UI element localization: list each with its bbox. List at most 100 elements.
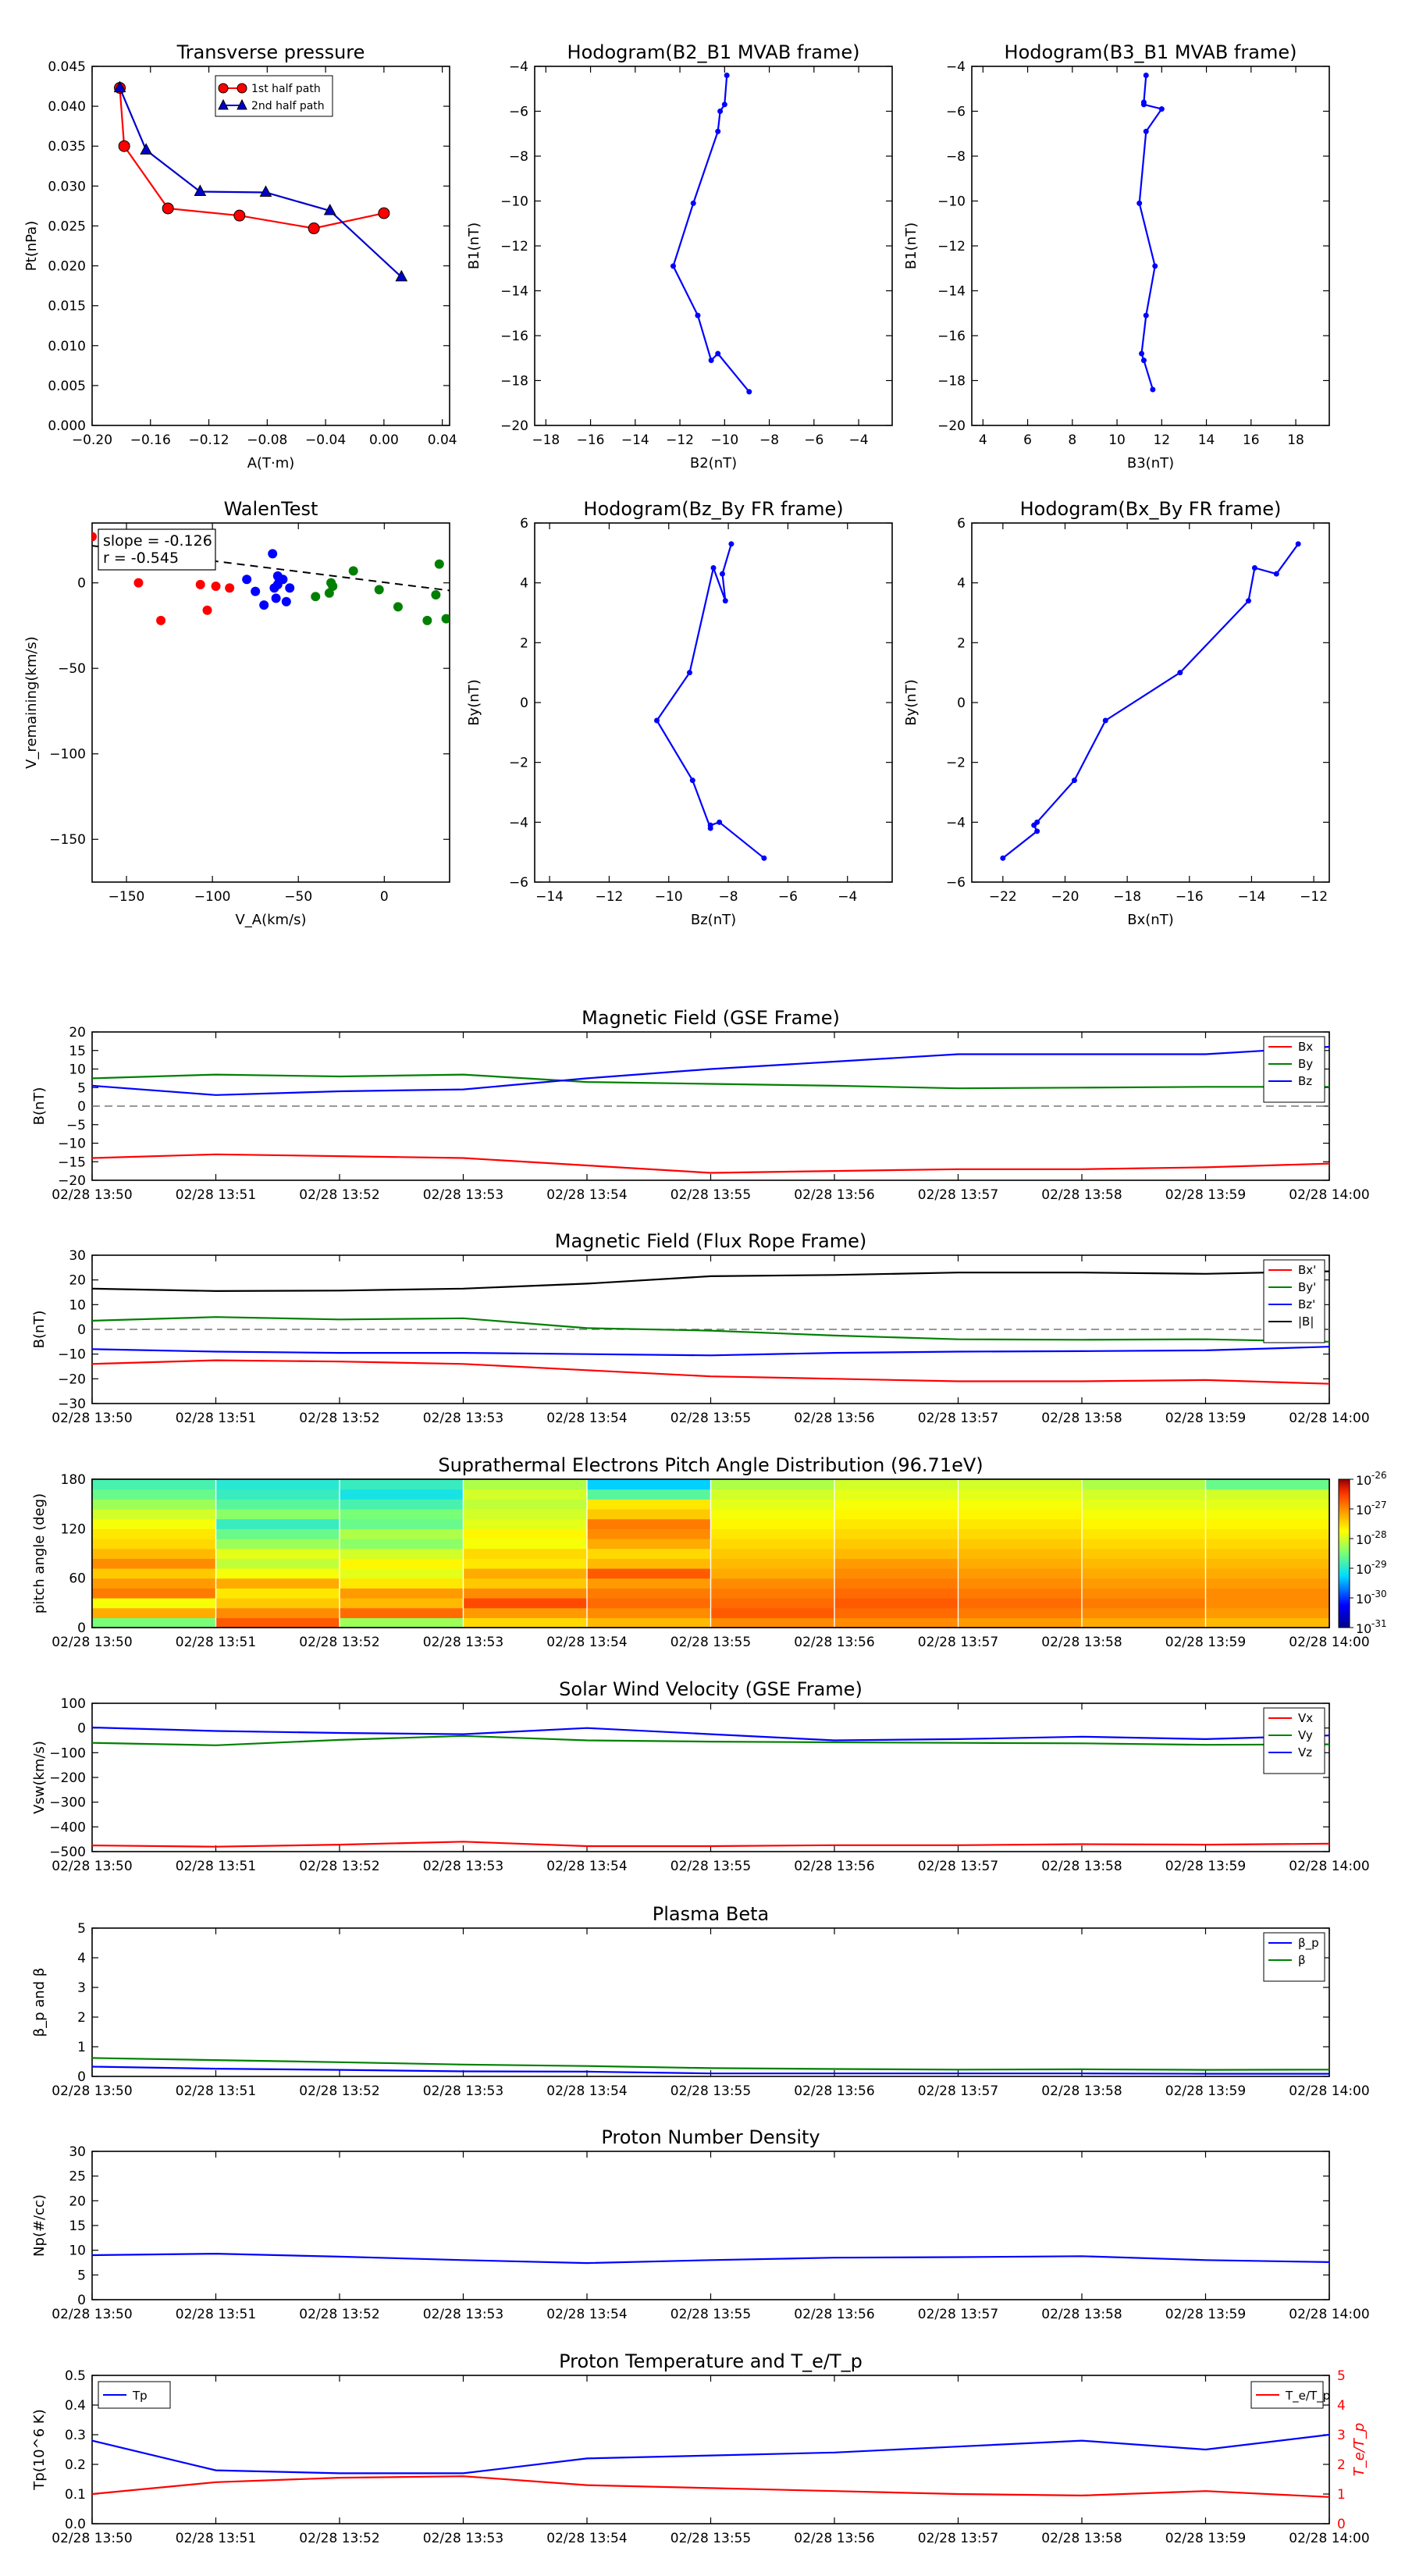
x-tick-label: −14 bbox=[1237, 889, 1265, 905]
heatmap-cell bbox=[340, 1489, 464, 1500]
x-tick-label: 14 bbox=[1198, 432, 1215, 448]
x-tick-label: 6 bbox=[1023, 432, 1032, 448]
y-tick-label: 2 bbox=[77, 2010, 86, 2026]
x-tick-label: 02/28 13:50 bbox=[52, 1411, 132, 1426]
heatmap-cell bbox=[215, 1509, 340, 1520]
y-tick-label: −300 bbox=[49, 1795, 86, 1811]
heatmap-cell bbox=[215, 1518, 340, 1529]
x-tick-label: −0.12 bbox=[188, 432, 229, 448]
x-tick-label: 02/28 13:57 bbox=[918, 1635, 998, 1650]
x-tick-label: −14 bbox=[621, 432, 649, 448]
y-tick-label: 5 bbox=[77, 2268, 86, 2283]
x-tick-label: 02/28 13:58 bbox=[1041, 2307, 1122, 2322]
heatmap-cell bbox=[834, 1568, 959, 1579]
data-point bbox=[251, 586, 261, 596]
heatmap-cell bbox=[587, 1539, 712, 1550]
y-tick-label: −4 bbox=[509, 59, 528, 75]
x-tick-label: −8 bbox=[759, 432, 779, 448]
data-point bbox=[281, 596, 291, 607]
y-axis-label: By(nT) bbox=[466, 679, 482, 725]
y-tick-label: 5 bbox=[77, 1080, 86, 1096]
legend-box bbox=[1263, 1932, 1325, 1982]
x-tick-label: 02/28 13:52 bbox=[299, 1411, 379, 1426]
y-tick-label: −12 bbox=[500, 239, 528, 254]
heatmap-cell bbox=[1082, 1528, 1207, 1539]
x-tick-label: 0.00 bbox=[369, 432, 399, 448]
x-tick-label: 0 bbox=[380, 889, 389, 905]
heatmap-cell bbox=[710, 1578, 835, 1589]
y-tick-label: 0.030 bbox=[48, 179, 86, 194]
x-tick-label: 02/28 14:00 bbox=[1289, 1411, 1369, 1426]
series-line bbox=[92, 1346, 1329, 1357]
y-tick-label: 30 bbox=[69, 1248, 86, 1264]
legend-label: By bbox=[1298, 1057, 1313, 1071]
y-tick-label: −12 bbox=[937, 239, 966, 254]
heatmap-cell bbox=[834, 1518, 959, 1529]
y-axis-label: V_remaining(km/s) bbox=[23, 636, 40, 769]
heatmap-cell bbox=[463, 1489, 588, 1500]
x-tick-label: 02/28 13:59 bbox=[1165, 1859, 1246, 1874]
y-tick-label: 0 bbox=[77, 1621, 86, 1636]
plot-frame bbox=[91, 1478, 1330, 1628]
heatmap-cell bbox=[958, 1548, 1083, 1559]
data-point bbox=[719, 571, 725, 577]
x-tick-label: 02/28 13:52 bbox=[299, 1859, 379, 1874]
colorbar-label: 10 bbox=[1356, 1562, 1371, 1577]
data-point bbox=[707, 822, 713, 828]
data-point bbox=[1102, 717, 1108, 724]
y-tick-label: 0.000 bbox=[48, 418, 86, 434]
series-line bbox=[92, 1153, 1329, 1174]
heatmap-cell bbox=[92, 1499, 217, 1510]
y2-tick-label: 5 bbox=[1337, 2368, 1346, 2384]
y-tick-label: −10 bbox=[937, 194, 966, 210]
y-tick-label: 0.040 bbox=[48, 99, 86, 115]
y-tick-label: −20 bbox=[58, 1372, 86, 1387]
heatmap-cell bbox=[463, 1558, 588, 1569]
y-tick-label: −4 bbox=[509, 815, 528, 831]
legend-label: 1st half path bbox=[251, 83, 321, 95]
y2-tick-label: 1 bbox=[1337, 2487, 1346, 2503]
heatmap-cell bbox=[834, 1479, 959, 1490]
heatmap-cell bbox=[958, 1518, 1083, 1529]
legend-label: Vz bbox=[1298, 1745, 1312, 1759]
x-tick-label: −4 bbox=[849, 432, 869, 448]
y-tick-label: 20 bbox=[69, 1273, 86, 1289]
heatmap-cell bbox=[1205, 1568, 1329, 1579]
y-tick-label: 2 bbox=[520, 635, 528, 651]
x-tick-label: 02/28 13:59 bbox=[1165, 2531, 1246, 2546]
x-tick-label: 02/28 13:58 bbox=[1041, 1859, 1122, 1874]
heatmap-cell bbox=[463, 1578, 588, 1589]
y-tick-label: 0 bbox=[77, 2293, 86, 2308]
heatmap-cell bbox=[587, 1518, 712, 1529]
x-tick-label: 02/28 13:51 bbox=[176, 1859, 256, 1874]
legend-label: 2nd half path bbox=[251, 100, 325, 112]
chart-title: Hodogram(B3_B1 MVAB frame) bbox=[1005, 41, 1297, 63]
y-tick-label: 15 bbox=[69, 2218, 86, 2234]
y-tick-label: −6 bbox=[946, 105, 966, 120]
x-tick-label: −6 bbox=[778, 889, 798, 905]
x-tick-label: −150 bbox=[108, 889, 145, 905]
heatmap-cell bbox=[710, 1489, 835, 1500]
data-point bbox=[1251, 565, 1257, 571]
y-tick-label: −14 bbox=[500, 284, 528, 300]
heatmap-cell bbox=[587, 1509, 712, 1520]
x-tick-label: 02/28 13:59 bbox=[1165, 2307, 1246, 2322]
heatmap-cell bbox=[1205, 1489, 1329, 1500]
heatmap-cell bbox=[92, 1578, 217, 1589]
x-tick-label: 10 bbox=[1108, 432, 1126, 448]
heatmap-cell bbox=[1205, 1558, 1329, 1569]
heatmap-cell bbox=[92, 1607, 217, 1618]
heatmap-cell bbox=[340, 1617, 464, 1628]
plot-area bbox=[92, 2057, 1329, 2075]
y-tick-label: 0 bbox=[77, 1099, 86, 1115]
data-point bbox=[393, 602, 403, 612]
y-tick-label: −16 bbox=[937, 329, 966, 344]
data-point bbox=[1143, 73, 1149, 78]
data-point bbox=[311, 592, 321, 602]
y-tick-label: 0.005 bbox=[48, 379, 86, 394]
chart-panel: Proton Temperature and T_e/T_p 0.0 0.1 0.2 0… bbox=[31, 2350, 1370, 2546]
heatmap-cell bbox=[92, 1528, 217, 1539]
heatmap-cell bbox=[1082, 1558, 1207, 1569]
y-tick-label: −16 bbox=[500, 329, 528, 344]
y-tick-label: −100 bbox=[49, 747, 86, 763]
